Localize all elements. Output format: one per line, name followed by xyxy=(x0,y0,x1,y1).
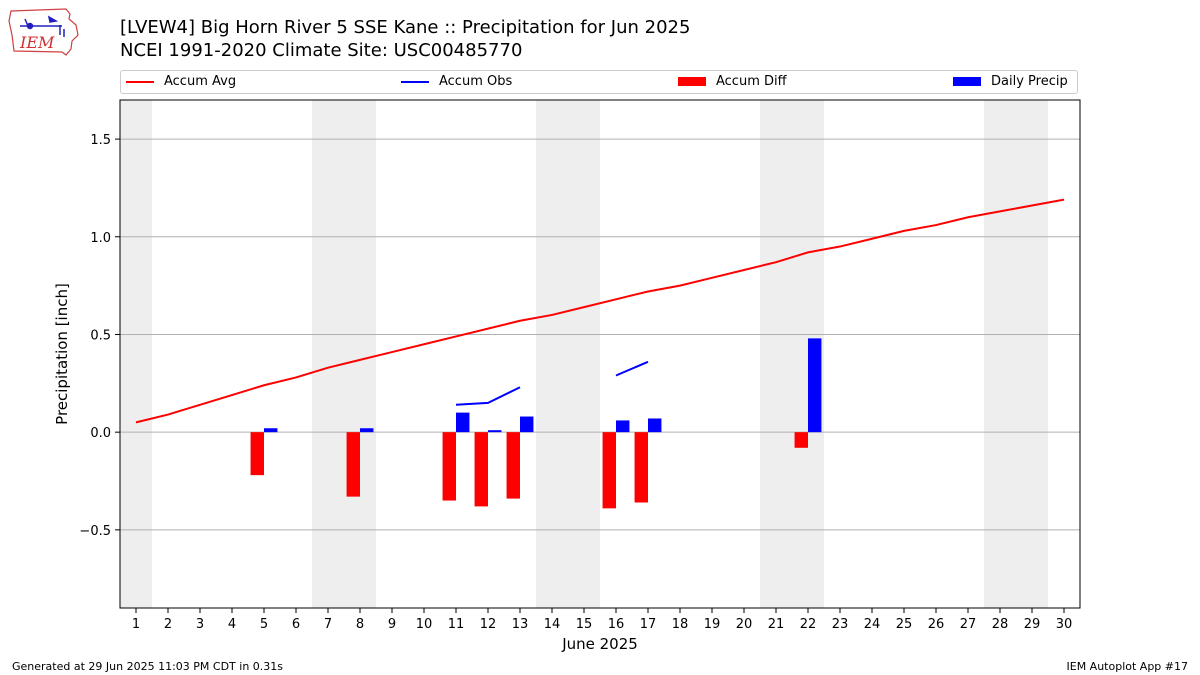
daily-precip-bar-day-8 xyxy=(360,428,374,433)
chart-title: [LVEW4] Big Horn River 5 SSE Kane :: Pre… xyxy=(120,17,691,38)
legend-label-accum-avg: Accum Avg xyxy=(164,74,237,89)
daily-precip-bar-day-12 xyxy=(488,430,502,433)
legend-swatch-accum-obs xyxy=(401,80,429,83)
x-tick-label-20: 20 xyxy=(736,617,753,632)
accum-obs-line-1 xyxy=(615,360,649,377)
x-tick-label-18: 18 xyxy=(672,617,689,632)
weekend-span-2 xyxy=(536,100,600,608)
iem-logo: IEM xyxy=(8,8,79,56)
legend-swatch-accum-avg xyxy=(126,80,154,83)
legend-item-accum-avg: Accum Avg xyxy=(126,74,236,89)
daily-precip-bar-day-11 xyxy=(456,412,470,433)
daily-precip-bar-day-16 xyxy=(616,420,630,433)
legend-label-accum-diff: Accum Diff xyxy=(716,74,787,89)
x-tick-label-11: 11 xyxy=(448,617,465,632)
x-tick-label-6: 6 xyxy=(292,617,300,632)
bars xyxy=(250,338,822,509)
x-tick-label-14: 14 xyxy=(544,617,561,632)
plot-frame xyxy=(119,99,1081,609)
daily-precip-bar-day-13 xyxy=(520,416,534,433)
x-tick-label-9: 9 xyxy=(388,617,396,632)
x-tick-label-3: 3 xyxy=(196,617,204,632)
y-tick-label-4: 1.5 xyxy=(90,133,111,148)
footer-generated: Generated at 29 Jun 2025 11:03 PM CDT in… xyxy=(12,660,284,673)
legend-item-daily-precip: Daily Precip xyxy=(953,74,1068,89)
axes-ticks: 1 2 3 4 5 6 7 8 9 10 11 12 13 14 15 16 17 18 19 20 21 22 23 24 2… xyxy=(79,133,1072,632)
legend-item-accum-obs: Accum Obs xyxy=(401,74,512,89)
accum-obs-line-0 xyxy=(455,386,521,406)
weekend-span-1 xyxy=(312,100,376,608)
x-tick-label-28: 28 xyxy=(992,617,1009,632)
footer-app-id: IEM Autoplot App #17 xyxy=(1066,660,1189,673)
daily-precip-bar-day-17 xyxy=(648,418,662,433)
x-tick-label-2: 2 xyxy=(164,617,172,632)
y-tick-label-2: 0.5 xyxy=(90,328,111,343)
accum-diff-bar-day-8 xyxy=(346,432,360,497)
weekend-span-0 xyxy=(120,100,152,608)
y-tick-label-1: 0.0 xyxy=(90,426,111,441)
weather-station-icon xyxy=(20,15,65,37)
x-tick-label-30: 30 xyxy=(1056,617,1073,632)
accum-diff-bar-day-22 xyxy=(794,432,808,448)
legend-label-accum-obs: Accum Obs xyxy=(439,74,513,89)
x-tick-label-24: 24 xyxy=(864,617,881,632)
x-tick-label-5: 5 xyxy=(260,617,268,632)
x-tick-label-7: 7 xyxy=(324,617,332,632)
weekend-span-4 xyxy=(984,100,1048,608)
accum-diff-bar-day-11 xyxy=(442,432,456,501)
x-tick-label-23: 23 xyxy=(832,617,849,632)
x-tick-label-21: 21 xyxy=(768,617,785,632)
x-tick-label-29: 29 xyxy=(1024,617,1041,632)
x-axis-label: June 2025 xyxy=(561,635,638,653)
accum-diff-bar-day-17 xyxy=(634,432,648,503)
grid-lines xyxy=(120,138,1080,531)
x-tick-label-16: 16 xyxy=(608,617,625,632)
accum-avg-line xyxy=(135,198,1065,424)
daily-precip-bar-day-5 xyxy=(264,428,278,433)
accum-diff-bar-day-13 xyxy=(506,432,520,499)
x-tick-label-13: 13 xyxy=(512,617,529,632)
y-tick-label-0: −0.5 xyxy=(79,524,111,539)
legend-item-accum-diff: Accum Diff xyxy=(678,74,787,89)
x-tick-label-10: 10 xyxy=(416,617,433,632)
y-axis-label: Precipitation [inch] xyxy=(53,283,71,425)
accum-diff-bar-day-12 xyxy=(474,432,488,507)
x-tick-label-15: 15 xyxy=(576,617,593,632)
legend-swatch-accum-diff xyxy=(678,77,706,86)
x-tick-label-12: 12 xyxy=(480,617,497,632)
daily-precip-bar-day-22 xyxy=(808,338,822,433)
legend: Accum Avg Accum Obs Accum Diff Daily Pre… xyxy=(120,70,1078,94)
x-tick-label-25: 25 xyxy=(896,617,913,632)
x-tick-label-4: 4 xyxy=(228,617,236,632)
x-tick-label-22: 22 xyxy=(800,617,817,632)
y-tick-label-3: 1.0 xyxy=(90,231,111,246)
accum-diff-bar-day-16 xyxy=(602,432,616,509)
chart-subtitle: NCEI 1991-2020 Climate Site: USC00485770 xyxy=(120,40,523,61)
x-tick-label-19: 19 xyxy=(704,617,721,632)
x-tick-label-26: 26 xyxy=(928,617,945,632)
series-lines xyxy=(135,198,1065,424)
x-tick-label-27: 27 xyxy=(960,617,977,632)
x-tick-label-8: 8 xyxy=(356,617,364,632)
logo-text: IEM xyxy=(19,33,55,52)
weekend-shading xyxy=(120,100,1048,608)
x-tick-label-17: 17 xyxy=(640,617,657,632)
legend-swatch-daily-precip xyxy=(953,77,981,86)
x-tick-label-1: 1 xyxy=(132,617,140,632)
accum-diff-bar-day-5 xyxy=(250,432,264,476)
legend-label-daily-precip: Daily Precip xyxy=(991,74,1068,89)
